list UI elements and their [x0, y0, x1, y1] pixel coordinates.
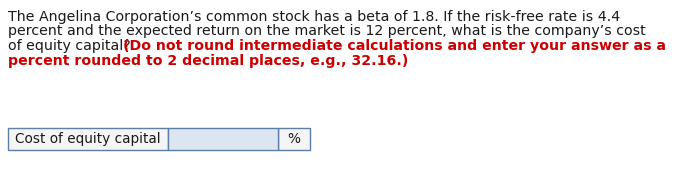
- Text: of equity capital?: of equity capital?: [8, 39, 135, 53]
- Text: %: %: [287, 132, 300, 146]
- Text: percent rounded to 2 decimal places, e.g., 32.16.): percent rounded to 2 decimal places, e.g…: [8, 53, 408, 67]
- Text: Cost of equity capital: Cost of equity capital: [15, 132, 161, 146]
- Bar: [168, 128, 278, 150]
- Text: percent and the expected return on the market is 12 percent, what is the company: percent and the expected return on the m…: [8, 25, 646, 39]
- Bar: [8, 128, 168, 150]
- Text: (Do not round intermediate calculations and enter your answer as a: (Do not round intermediate calculations …: [123, 39, 666, 53]
- Bar: [278, 128, 310, 150]
- Text: The Angelina Corporation’s common stock has a beta of 1.8. If the risk-free rate: The Angelina Corporation’s common stock …: [8, 10, 620, 24]
